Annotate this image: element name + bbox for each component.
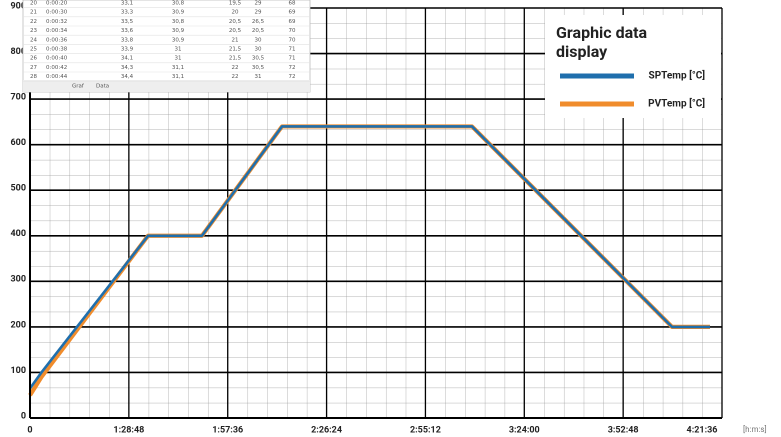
legend-title: Graphic data display: [556, 23, 648, 61]
cell: 0:00:34: [46, 28, 68, 34]
cell: 26: [30, 56, 37, 62]
cell: 34,3: [121, 65, 134, 71]
cell: 0:00:44: [46, 74, 68, 80]
cell: 30,5: [252, 65, 265, 71]
cell: 30,5: [252, 56, 265, 62]
x-tick-label: 1:57:36: [212, 425, 243, 435]
cell: 69: [289, 19, 296, 25]
tab-bar: [23, 80, 310, 92]
cell: 34,4: [121, 74, 134, 80]
legend-label: PVTemp [°C]: [648, 98, 705, 110]
cell: 20: [30, 1, 37, 7]
sheet-tab: Graf: [72, 84, 85, 90]
cell: 33,8: [121, 37, 134, 43]
cell: 31: [255, 74, 262, 80]
y-tick-label: 700: [11, 92, 27, 102]
cell: 20,5: [229, 28, 242, 34]
legend: Graphic data display SPTemp [°C] PVTemp [°…: [545, 15, 721, 118]
cell: 70: [289, 37, 296, 43]
cell: 20: [232, 10, 239, 16]
cell: 33,3: [121, 10, 134, 16]
cell: 33,9: [121, 47, 134, 53]
cell: 21,5: [229, 47, 242, 53]
y-tick-label: 900: [11, 1, 27, 11]
cell: 31: [175, 47, 182, 53]
cell: 30,8: [172, 1, 185, 7]
x-tick-label: 3:24:00: [509, 425, 540, 435]
x-tick-label: 0: [27, 425, 32, 435]
x-tick-label: 3:52:48: [608, 425, 639, 435]
cell: 26,5: [252, 19, 265, 25]
cell: 33,5: [121, 19, 134, 25]
cell: 34,1: [121, 56, 133, 62]
x-tick-label: 4:21:36: [687, 425, 718, 435]
cell: 21: [30, 10, 37, 16]
cell: 25: [30, 47, 37, 53]
cell: 24: [30, 37, 37, 43]
cell: 33,6: [121, 28, 134, 34]
cell: 28: [30, 74, 37, 80]
cell: 19,5: [229, 1, 242, 7]
cell: 0:00:42: [46, 65, 67, 71]
cell: 21: [232, 37, 239, 43]
cell: 30,9: [172, 10, 185, 16]
cell: 69: [289, 10, 296, 16]
cell: 30,9: [172, 37, 185, 43]
cell: 22: [30, 19, 37, 25]
sheet-tab: Data: [96, 84, 109, 90]
cell: 22: [232, 74, 239, 80]
y-tick-label: 600: [11, 138, 27, 148]
x-tick-label: 1:28:48: [113, 425, 144, 435]
cell: 30: [255, 47, 262, 53]
cell: 72: [289, 65, 296, 71]
y-tick-label: 400: [11, 229, 27, 239]
cell: 68: [289, 1, 296, 7]
cell: 21,5: [229, 56, 242, 62]
cell: 22: [232, 65, 239, 71]
cell: 0:00:40: [46, 56, 68, 62]
cell: 31: [175, 56, 182, 62]
cell: 23: [30, 28, 37, 34]
cell: 30,8: [172, 19, 185, 25]
cell: 31,1: [172, 74, 184, 80]
cell: 72: [289, 74, 296, 80]
cell: 70: [289, 28, 296, 34]
cell: 20,5: [229, 19, 242, 25]
cell: 27: [30, 65, 37, 71]
cell: 31,1: [172, 65, 184, 71]
x-tick-label: 2:55:12: [410, 425, 441, 435]
cell: 29: [255, 10, 262, 16]
spreadsheet: 20 0:00:20 33,1 30,8 19,5 29 68 21 0:00:30 33,3 30…: [22, 0, 311, 93]
cell: 0:00:20: [46, 1, 68, 7]
y-tick-label: 200: [11, 320, 27, 330]
cell: 71: [289, 56, 296, 62]
cell: 30,9: [172, 28, 185, 34]
legend-box: [545, 15, 721, 118]
cell: 30: [255, 37, 262, 43]
series-line: [28, 125, 710, 390]
legend-label: SPTemp [°C]: [649, 70, 706, 82]
cell: 0:00:32: [46, 19, 67, 25]
cell: 0:00:38: [46, 47, 68, 53]
cell: 20,5: [252, 28, 265, 34]
x-tick-label: 2:26:24: [311, 425, 342, 435]
y-tick-label: 0: [21, 411, 26, 421]
y-tick-label: 800: [11, 47, 27, 57]
cell: 71: [289, 47, 296, 53]
y-tick-label: 500: [11, 184, 27, 194]
y-tick-label: 300: [11, 275, 27, 285]
y-tick-label: 100: [11, 366, 27, 376]
x-axis-label: [h:m:s]: [743, 425, 767, 434]
cell: 29: [255, 1, 262, 7]
cell: 0:00:36: [46, 37, 68, 43]
cell: 0:00:30: [46, 10, 68, 16]
cell: 33,1: [121, 1, 133, 7]
